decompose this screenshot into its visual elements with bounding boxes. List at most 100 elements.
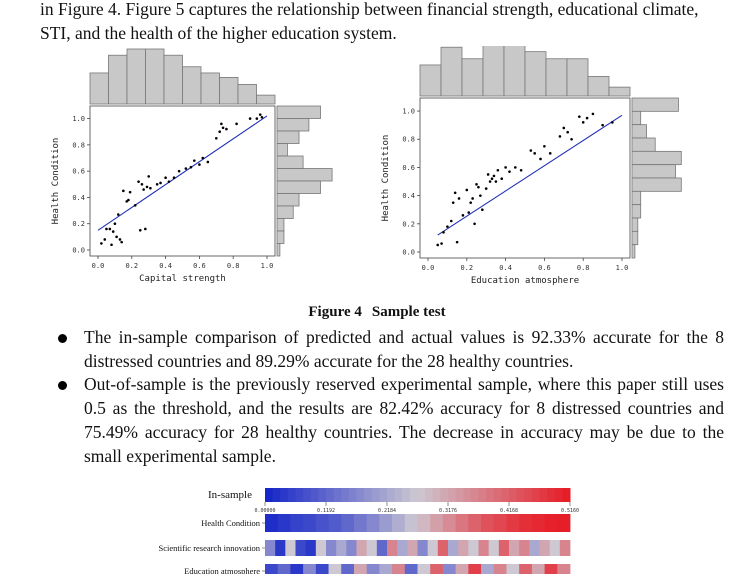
y-tick-label: 1.0 <box>72 115 85 123</box>
scatter-chart-capital: 0.0 0.2 0.4 0.6 0.8 1.0 0.0 0.2 0.4 0.6 0.8 1.0 Capi… <box>51 48 333 284</box>
heatmap-cell <box>430 564 444 574</box>
y-tick-label: 0.8 <box>72 141 85 149</box>
histogram-top-bar <box>545 58 568 97</box>
histogram-right-bar <box>631 204 642 219</box>
data-point <box>570 137 573 141</box>
bullet-item-2: Out-of-sample is the previously reserved… <box>58 372 724 468</box>
data-point <box>578 115 581 118</box>
color-scale-cell <box>547 488 556 502</box>
data-point <box>442 230 445 234</box>
data-point <box>138 228 142 232</box>
y-tick-label: 0.0 <box>72 247 85 255</box>
color-scale-cell <box>402 488 411 502</box>
heatmap-cell <box>498 540 510 556</box>
heatmap-cell <box>353 514 368 532</box>
color-scale-cell <box>562 488 571 502</box>
heatmap-cell <box>458 540 469 556</box>
x-axis-label: Capital strength <box>139 274 226 284</box>
histogram-top-bar <box>145 48 165 105</box>
heatmap-cell <box>448 540 459 556</box>
x-tick-label: 0.2 <box>460 264 473 272</box>
histogram-right-bar <box>276 180 321 194</box>
histogram-right-bar <box>631 217 639 232</box>
color-scale-cell <box>478 488 487 502</box>
x-axis-label: Education atmosphere <box>471 276 579 286</box>
plot-frame <box>89 105 276 257</box>
histogram-right-bar <box>276 143 288 157</box>
data-point <box>184 167 188 170</box>
color-scale-cell <box>432 488 441 502</box>
heatmap-cell <box>275 540 286 556</box>
heatmap-cell <box>478 540 490 556</box>
data-point <box>116 213 120 216</box>
data-point <box>581 121 585 124</box>
histogram-top-bar <box>237 84 257 105</box>
heatmap-cell <box>468 540 479 556</box>
heatmap-cell <box>341 564 355 574</box>
heatmap-cell <box>506 514 520 532</box>
heatmap-cell <box>285 540 296 556</box>
heatmap-cell <box>417 540 429 556</box>
y-tick-label: 0.0 <box>402 249 415 257</box>
data-point <box>225 127 228 131</box>
data-point <box>508 170 511 173</box>
color-scale-cell <box>348 488 357 502</box>
histogram-right-bar <box>276 118 310 132</box>
histogram-top-bar <box>524 51 547 97</box>
histogram-right-bar <box>631 124 647 139</box>
data-point <box>477 185 480 189</box>
color-scale-cell <box>295 488 304 502</box>
data-point <box>440 242 443 245</box>
data-point <box>519 168 523 172</box>
data-point <box>255 117 259 120</box>
y-axis-label: Health Condition <box>381 135 391 222</box>
histogram-right-bar <box>276 155 304 169</box>
color-scale-cell <box>463 488 472 502</box>
y-tick-label: 0.6 <box>402 164 415 172</box>
histogram-right-bar <box>276 193 300 207</box>
histogram-top-bar <box>108 54 128 105</box>
color-scale-cell <box>509 488 518 502</box>
figure-caption: Figure 4 Sample test <box>0 304 744 321</box>
histogram-right-bar <box>631 244 636 259</box>
heatmap-cell <box>519 540 530 556</box>
figure-caption-title: Sample test <box>371 304 446 320</box>
data-point <box>142 188 145 191</box>
color-scale-cell <box>409 488 418 502</box>
scatter-chart-education: 0.0 0.2 0.4 0.6 0.8 1.0 0.0 0.2 0.4 0.6 0.8 1.0 Educ… <box>381 46 682 286</box>
histogram-top-bar <box>89 72 109 105</box>
histogram-right-bar <box>276 205 294 219</box>
figure-caption-label: Figure 4 <box>308 304 362 320</box>
data-point <box>453 191 457 195</box>
data-point <box>539 157 542 161</box>
heatmap-cell <box>366 514 380 532</box>
histogram-top-bar <box>587 76 610 97</box>
data-point <box>140 182 144 186</box>
heatmap-cell <box>315 514 329 532</box>
heatmap-cell <box>481 564 495 574</box>
data-point <box>469 201 472 204</box>
data-point <box>201 156 205 160</box>
color-scale-cell <box>448 488 457 502</box>
data-point <box>467 211 471 214</box>
data-point <box>248 117 252 120</box>
x-tick-label: 0.8 <box>577 264 590 272</box>
data-point <box>218 130 221 134</box>
data-point <box>471 197 474 200</box>
histogram-right-bar <box>631 110 642 126</box>
histogram-top-bar <box>461 58 484 97</box>
regression-line <box>437 114 623 236</box>
color-scale-tick-label: 0.1192 <box>317 508 335 514</box>
data-point <box>500 177 504 181</box>
data-point <box>492 174 496 178</box>
heatmap-cell <box>366 564 380 574</box>
heatmap-cell <box>392 514 406 532</box>
heatmap-cell <box>539 540 551 556</box>
heatmap-cell <box>315 564 329 574</box>
heatmap-cell <box>277 564 291 574</box>
color-scale-tick-label: 0.00000 <box>254 508 275 514</box>
data-point <box>486 173 490 176</box>
heatmap-cell <box>509 540 520 556</box>
heatmap-cell <box>277 514 291 532</box>
data-point <box>127 198 130 202</box>
